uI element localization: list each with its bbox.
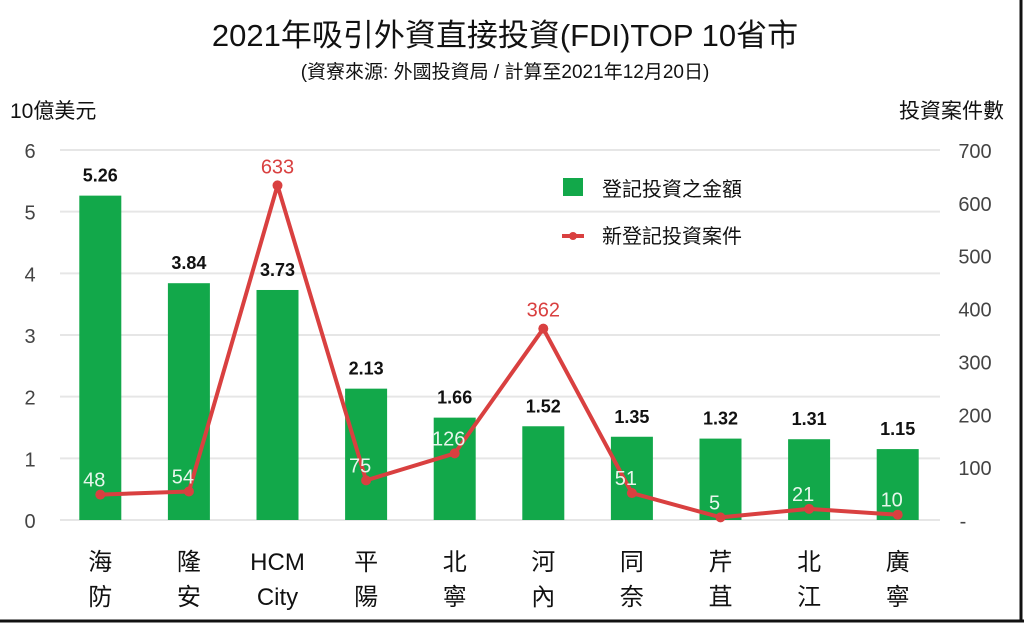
line-value-label: 362 [527, 300, 560, 322]
line-point [361, 475, 372, 486]
legend-bar-label: 登記投資之金額 [602, 178, 742, 201]
right-tick-label: 700 [958, 141, 991, 163]
bar-value-label: 1.35 [614, 407, 649, 427]
bar [610, 436, 653, 520]
category-label: 隆 [177, 549, 201, 576]
left-tick-label: 3 [24, 326, 35, 348]
bar-value-label: 3.84 [171, 253, 206, 273]
bar-value-label: 1.66 [437, 388, 472, 408]
chart-title: 2021年吸引外資直接投資(FDI)TOP 10省市 [212, 18, 798, 53]
bar-value-label: 1.31 [792, 409, 827, 429]
bar [256, 289, 299, 520]
left-tick-label: 2 [24, 388, 35, 410]
left-tick-label: 6 [24, 141, 35, 163]
legend: 登記投資之金額 新登記投資案件 [562, 178, 742, 248]
line-point [183, 486, 194, 497]
bar [167, 283, 210, 520]
bar-value-label: 1.15 [880, 419, 915, 439]
bar [522, 426, 565, 520]
category-label: 芹 [709, 549, 733, 576]
legend-bar-swatch [563, 178, 583, 196]
legend-line-label: 新登記投資案件 [602, 225, 742, 248]
line-point [804, 503, 815, 514]
legend-line-marker [569, 232, 577, 240]
left-tick-label: 5 [24, 203, 35, 225]
category-label: 寧 [443, 584, 467, 611]
left-tick-label: 0 [24, 511, 35, 533]
category-label: 平 [354, 549, 378, 576]
line-value-label: 5 [709, 492, 720, 514]
category-label: 寧 [886, 584, 910, 611]
bar [79, 195, 122, 520]
line-point [715, 512, 726, 523]
left-tick-label: 4 [24, 264, 35, 286]
line-value-label: 75 [349, 455, 371, 477]
category-label: 北 [797, 549, 821, 576]
line-value-label: 54 [172, 466, 194, 488]
bar [345, 388, 388, 520]
category-label: 廣 [886, 549, 910, 576]
category-label: 奈 [620, 584, 644, 611]
category-label: 江 [797, 584, 821, 611]
category-label: 海 [88, 549, 112, 576]
bar [876, 449, 919, 520]
category-label: HCM [250, 549, 305, 576]
chart-subtitle: (資寮來源: 外國投資局 / 計算至2021年12月20日) [301, 61, 710, 83]
line-value-label: 48 [83, 470, 105, 492]
bar [699, 438, 742, 520]
right-tick-label: 300 [958, 352, 991, 374]
category-label: 河 [531, 549, 555, 576]
right-tick-label: 100 [958, 458, 991, 480]
bar-value-label: 3.73 [260, 260, 295, 280]
bar-value-label: 1.32 [703, 409, 738, 429]
line-value-label: 126 [432, 428, 465, 450]
left-tick-label: 1 [24, 449, 35, 471]
line-point [626, 488, 637, 499]
left-axis-label: 10億美元 [10, 100, 96, 123]
category-label: 同 [620, 549, 644, 576]
line-value-label: 51 [615, 468, 637, 490]
category-label: 陽 [354, 584, 378, 611]
line-point [892, 509, 903, 520]
line-value-label: 21 [792, 484, 814, 506]
bar-value-label: 1.52 [526, 396, 561, 416]
right-tick-label: 200 [958, 405, 991, 427]
right-axis-label: 投資案件數 [899, 100, 1004, 123]
category-label: 內 [531, 584, 555, 611]
line-point [272, 180, 283, 191]
right-tick-label: - [960, 511, 967, 533]
category-label: 北 [443, 549, 467, 576]
bar-value-label: 5.26 [83, 166, 118, 186]
line-value-label: 10 [881, 490, 903, 512]
line-point [538, 323, 549, 334]
series-line [100, 183, 898, 520]
right-tick-label: 600 [958, 194, 991, 216]
line-value-label: 633 [261, 156, 294, 178]
bar-value-label: 2.13 [349, 359, 384, 379]
line-point [95, 489, 106, 500]
right-tick-label: 500 [958, 247, 991, 269]
line-point [449, 448, 460, 459]
category-label: 安 [177, 584, 201, 611]
category-label: 苴 [709, 584, 733, 611]
category-label: 防 [88, 584, 112, 611]
right-tick-label: 400 [958, 300, 991, 322]
category-label: City [257, 584, 298, 611]
